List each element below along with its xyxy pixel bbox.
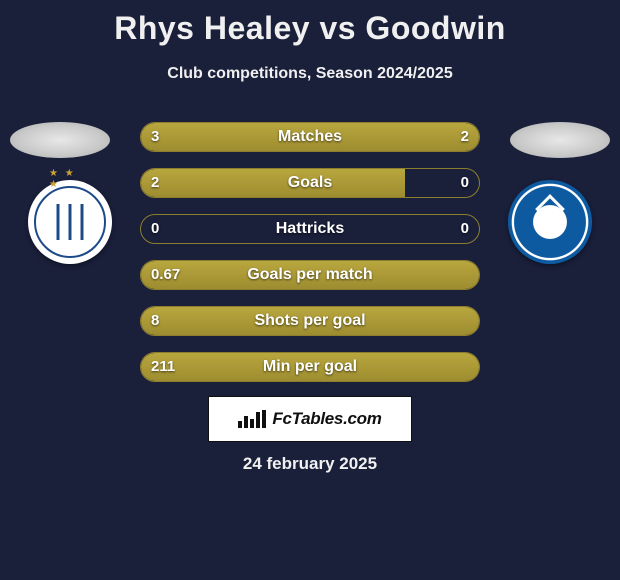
stats-chart: 32Matches 20Goals 00Hattricks 0.67Goals per…	[140, 122, 480, 398]
stat-row: 8Shots per goal	[140, 306, 480, 336]
stat-row: 32Matches	[140, 122, 480, 152]
page-subtitle: Club competitions, Season 2024/2025	[0, 65, 620, 83]
stat-label: Matches	[141, 123, 479, 151]
footer-date: 24 february 2025	[0, 454, 620, 474]
stat-label: Shots per goal	[141, 307, 479, 335]
fctables-badge: FcTables.com	[208, 396, 412, 442]
stat-row: 0.67Goals per match	[140, 260, 480, 290]
stat-label: Goals	[141, 169, 479, 197]
stat-row: 00Hattricks	[140, 214, 480, 244]
stat-label: Min per goal	[141, 353, 479, 381]
stat-label: Goals per match	[141, 261, 479, 289]
stat-row: 211Min per goal	[140, 352, 480, 382]
stat-label: Hattricks	[141, 215, 479, 243]
star-icon: ★ ★ ★	[49, 168, 91, 190]
name-plate-right	[510, 122, 610, 158]
bar-chart-icon	[238, 410, 266, 428]
club-crest-left: ★ ★ ★	[28, 180, 112, 264]
stat-row: 20Goals	[140, 168, 480, 198]
fctables-label: FcTables.com	[272, 409, 381, 429]
name-plate-left	[10, 122, 110, 158]
club-crest-right	[508, 180, 592, 264]
page-title: Rhys Healey vs Goodwin	[0, 0, 620, 47]
